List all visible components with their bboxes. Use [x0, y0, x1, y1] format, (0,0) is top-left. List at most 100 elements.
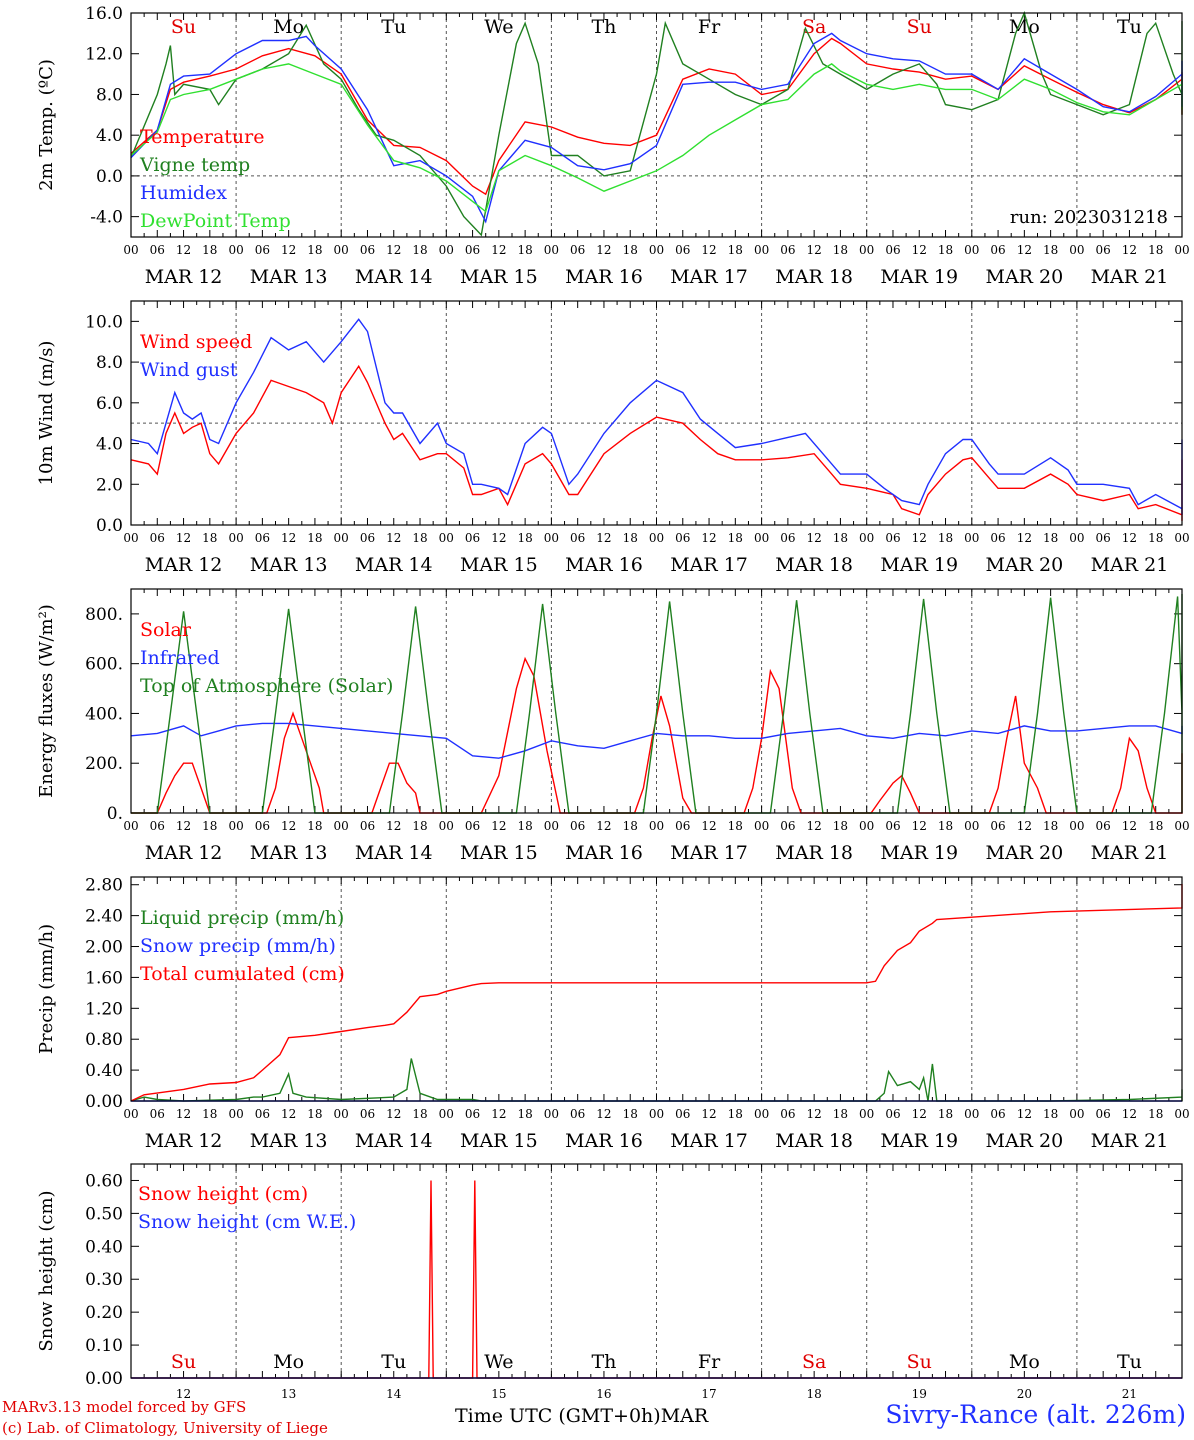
x-tick-label: 06 — [990, 1107, 1005, 1121]
x-date-label: MAR 12 — [145, 266, 223, 288]
x-tick-label: 00 — [439, 819, 454, 833]
x-tick-label: 18 — [1043, 531, 1058, 545]
x-tick-label: 12 — [491, 243, 506, 257]
x-tick-label: 06 — [150, 531, 165, 545]
x-date-label: MAR 17 — [670, 554, 748, 576]
x-tick-label: 18 — [1148, 1107, 1163, 1121]
x-tick-label: 00 — [439, 531, 454, 545]
legend-entry: Snow precip (mm/h) — [140, 935, 336, 957]
weekday-label: Tu — [1117, 1351, 1142, 1373]
x-date-label: MAR 14 — [355, 1130, 433, 1152]
x-tick-label: 00 — [859, 531, 874, 545]
weekday-label: Tu — [381, 1351, 406, 1373]
x-tick-label: 12 — [491, 531, 506, 545]
x-tick-label: 06 — [360, 819, 375, 833]
x-date-label: MAR 20 — [985, 554, 1063, 576]
x-tick-label: 00 — [1174, 243, 1189, 257]
x-date-label: MAR 20 — [985, 266, 1063, 288]
x-date-label: MAR 15 — [460, 554, 538, 576]
x-tick-label: 18 — [623, 243, 638, 257]
x-tick-label: 12 — [1122, 819, 1137, 833]
y-axis-title: 10m Wind (m/s) — [36, 341, 57, 486]
x-date-label: MAR 18 — [775, 554, 853, 576]
y-tick-label: 0.0 — [96, 516, 123, 536]
y-axis-title: Snow height (cm) — [36, 1190, 57, 1351]
x-tick-label: 06 — [465, 1107, 480, 1121]
x-date-label: MAR 19 — [880, 554, 958, 576]
weekday-label: Sa — [802, 16, 826, 38]
legend-entry: Infrared — [140, 647, 220, 669]
x-tick-label: 06 — [1096, 531, 1111, 545]
y-tick-label: 0.10 — [85, 1336, 123, 1356]
x-tick-label: 06 — [255, 243, 270, 257]
x-tick-label: 06 — [150, 1107, 165, 1121]
x-date-label: MAR 17 — [670, 1130, 748, 1152]
x-tick-label: 18 — [1043, 243, 1058, 257]
x-tick-label: 00 — [649, 243, 664, 257]
x-tick-label: 12 — [912, 531, 927, 545]
weekday-label: We — [484, 16, 513, 38]
x-tick-label: 06 — [990, 819, 1005, 833]
y-tick-label: 0.0 — [96, 167, 123, 187]
x-tick-label: 18 — [517, 243, 532, 257]
x-tick-label: 06 — [885, 243, 900, 257]
x-tick-label: 18 — [833, 1107, 848, 1121]
y-tick-label: 2.80 — [85, 876, 123, 896]
y-axis-title: 2m Temp. (ºC) — [36, 59, 57, 191]
x-tick-label: 18 — [202, 531, 217, 545]
series-line-humidex — [130, 32, 1183, 224]
x-date-label: MAR 20 — [985, 842, 1063, 864]
x-tick-label: 06 — [570, 531, 585, 545]
y-tick-label: 800. — [85, 605, 123, 625]
y-tick-label: 10.0 — [85, 312, 123, 332]
x-tick-label: 00 — [859, 243, 874, 257]
y-tick-label: 6.0 — [96, 394, 123, 414]
x-day-number: 20 — [1017, 1387, 1032, 1401]
x-tick-label: 12 — [596, 819, 611, 833]
x-date-label: MAR 14 — [355, 266, 433, 288]
x-tick-label: 06 — [570, 243, 585, 257]
x-date-label: MAR 21 — [1091, 266, 1169, 288]
x-tick-label: 18 — [1043, 1107, 1058, 1121]
series-line-wind-speed — [130, 364, 1183, 521]
panel-frame — [130, 12, 1183, 238]
x-date-label: MAR 12 — [145, 554, 223, 576]
x-day-number: 13 — [281, 1387, 296, 1401]
x-date-label: MAR 17 — [670, 842, 748, 864]
x-tick-label: 00 — [1174, 531, 1189, 545]
weekday-label: Mo — [1009, 1351, 1040, 1373]
series-line-vigne-temp — [130, 10, 1183, 237]
x-tick-label: 12 — [491, 819, 506, 833]
x-tick-label: 00 — [228, 819, 243, 833]
x-day-number: 17 — [701, 1387, 716, 1401]
legend-entry: Wind gust — [140, 359, 238, 381]
x-date-label: MAR 13 — [250, 842, 328, 864]
x-tick-label: 12 — [1017, 1107, 1032, 1121]
series-line-wind-gust — [130, 318, 1183, 515]
x-tick-label: 12 — [176, 819, 191, 833]
x-tick-label: 00 — [334, 1107, 349, 1121]
x-date-label: MAR 13 — [250, 266, 328, 288]
x-tick-label: 12 — [701, 243, 716, 257]
weekday-label: Su — [171, 16, 196, 38]
x-tick-label: 00 — [544, 1107, 559, 1121]
legend-entry: Humidex — [140, 182, 227, 204]
x-tick-label: 00 — [1174, 1107, 1189, 1121]
x-tick-label: 06 — [1096, 243, 1111, 257]
x-day-number: 18 — [807, 1387, 822, 1401]
credit-line-2: (c) Lab. of Climatology, University of L… — [2, 1419, 328, 1437]
x-tick-label: 12 — [281, 1107, 296, 1121]
y-tick-label: 0.50 — [85, 1204, 123, 1224]
x-tick-label: 18 — [728, 531, 743, 545]
x-tick-label: 06 — [780, 243, 795, 257]
y-tick-label: 0.40 — [85, 1237, 123, 1257]
x-tick-label: 00 — [123, 1107, 138, 1121]
x-date-label: MAR 18 — [775, 1130, 853, 1152]
x-day-number: 15 — [491, 1387, 506, 1401]
x-tick-label: 18 — [938, 819, 953, 833]
x-tick-label: 00 — [964, 819, 979, 833]
x-tick-label: 00 — [544, 531, 559, 545]
x-tick-label: 18 — [728, 819, 743, 833]
y-tick-label: 2.40 — [85, 907, 123, 927]
x-tick-label: 06 — [465, 243, 480, 257]
